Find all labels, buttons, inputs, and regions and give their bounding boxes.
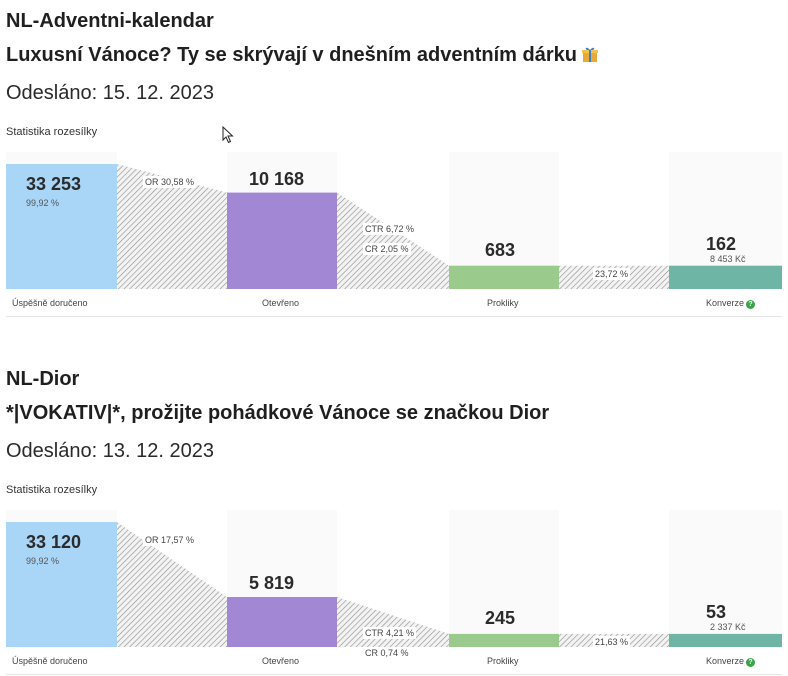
delivered-rate: 99,92 % — [26, 198, 60, 208]
cr-label: CR 2,05 % — [363, 242, 411, 255]
bar-conversions — [669, 633, 782, 647]
conversions-label-text: Konverze — [706, 656, 745, 666]
conversions-value: 53 — [706, 601, 727, 622]
column-bg — [449, 510, 559, 647]
conversions-revenue: 2 337 Kč — [710, 621, 746, 632]
help-icon[interactable]: ? — [746, 300, 756, 309]
conversions-label: Konverze? — [706, 656, 756, 667]
delivered-label: Úspěšně doručeno — [12, 298, 88, 308]
connector-click-rate — [337, 597, 449, 647]
newsletter-subject-text: Luxusní Vánoce? Ty se skrývají v dnešním… — [6, 44, 577, 66]
cr-label: CR 0,74 % — [363, 647, 411, 659]
bar-opened — [227, 192, 337, 289]
bar-clicks — [449, 633, 559, 647]
clicks-value: 683 — [485, 239, 516, 260]
clicks-value: 245 — [485, 607, 516, 628]
bar-delivered — [6, 522, 117, 647]
funnel-baseline — [6, 316, 782, 317]
funnel-chart: 33 253 99,92 % 10 168 683 162 8 453 Kč OR 30,5… — [6, 152, 782, 317]
opened-value: 5 819 — [249, 573, 295, 593]
gift-icon — [581, 45, 599, 63]
conversions-label: Konverze? — [706, 298, 756, 309]
conversions-value: 162 — [706, 233, 737, 254]
connector-open-rate — [117, 522, 227, 647]
sent-date: Odesláno: 13. 12. 2023 — [6, 440, 214, 462]
funnel-baseline — [6, 674, 782, 675]
help-icon[interactable]: ? — [746, 658, 756, 667]
bar-clicks — [449, 265, 559, 289]
clicks-label: Prokliky — [487, 656, 519, 666]
bar-conversions — [669, 265, 782, 289]
funnel-svg — [6, 510, 782, 647]
conversion-rate-label: 23,72 % — [593, 267, 631, 280]
open-rate-label: OR 30,58 % — [143, 176, 197, 188]
bar-delivered — [6, 164, 117, 289]
connector-click-rate — [337, 192, 449, 289]
delivered-rate: 99,92 % — [26, 556, 60, 566]
conversion-rate-label: 21,63 % — [593, 635, 631, 648]
connector-open-rate — [117, 164, 227, 289]
conversions-label-text: Konverze — [706, 298, 745, 308]
newsletter-subject: Luxusní Vánoce? Ty se skrývají v dnešním… — [6, 44, 599, 67]
newsletter-subject: *|VOKATIV|*, prožijte pohádkové Vánoce s… — [6, 402, 550, 424]
mouse-cursor-icon — [222, 126, 234, 144]
column-bg — [669, 510, 782, 647]
funnel-chart: 33 120 99,92 % 5 819 245 53 2 337 Kč OR 17,57 … — [6, 510, 782, 675]
bar-opened — [227, 597, 337, 647]
delivered-label: Úspěšně doručeno — [12, 656, 88, 666]
sent-date: Odesláno: 15. 12. 2023 — [6, 82, 214, 104]
funnel-svg — [6, 152, 782, 289]
stats-label: Statistika rozesílky — [6, 126, 98, 138]
open-rate-label: OR 17,57 % — [143, 534, 197, 546]
stats-label: Statistika rozesílky — [6, 484, 98, 496]
ctr-label: CTR 6,72 % — [363, 222, 417, 235]
delivered-value: 33 120 — [26, 532, 82, 552]
clicks-label: Prokliky — [487, 298, 519, 308]
ctr-label: CTR 4,21 % — [363, 627, 417, 639]
delivered-value: 33 253 — [26, 174, 82, 194]
conversions-revenue: 8 453 Kč — [710, 253, 746, 264]
opened-label: Otevřeno — [262, 298, 300, 308]
newsletter-title: NL-Dior — [6, 368, 80, 390]
newsletter-title: NL-Adventni-kalendar — [6, 10, 214, 32]
opened-label: Otevřeno — [262, 656, 300, 666]
opened-value: 10 168 — [249, 168, 305, 189]
